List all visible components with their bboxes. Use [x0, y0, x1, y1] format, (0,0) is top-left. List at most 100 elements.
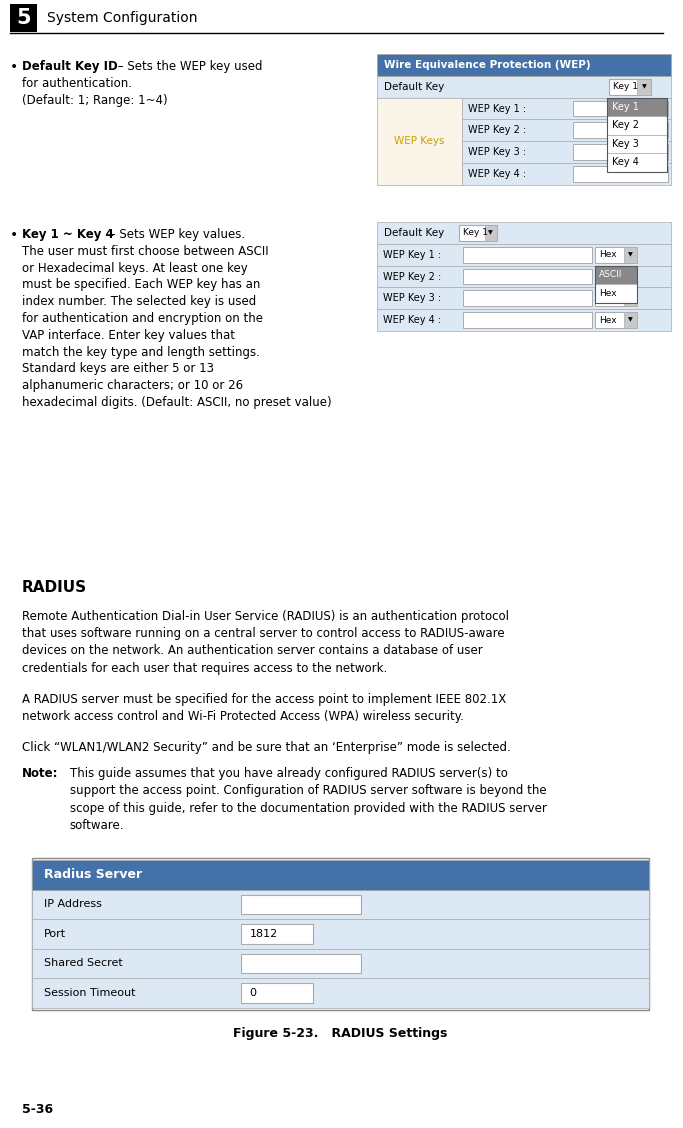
Text: RADIUS: RADIUS	[22, 580, 87, 594]
Bar	[377, 244, 671, 265]
Bar	[574, 123, 668, 139]
Bar	[32, 860, 650, 890]
Bar	[624, 290, 637, 306]
Text: •: •	[10, 228, 18, 243]
Text: hexadecimal digits. (Default: ASCII, no preset value): hexadecimal digits. (Default: ASCII, no …	[22, 396, 331, 409]
Bar	[32, 858, 650, 1010]
Text: Key 2: Key 2	[613, 121, 639, 131]
Bar	[596, 265, 637, 284]
Text: software.: software.	[70, 819, 124, 831]
Text: for authentication.: for authentication.	[22, 77, 132, 90]
Text: IP Address: IP Address	[44, 899, 102, 909]
Bar	[637, 79, 652, 95]
Bar	[32, 949, 650, 978]
Text: or Hexadecimal keys. At least one key: or Hexadecimal keys. At least one key	[22, 262, 248, 274]
Text: for authentication and encryption on the: for authentication and encryption on the	[22, 312, 263, 325]
Text: WEP Keys: WEP Keys	[394, 136, 445, 147]
Text: (Default: 1; Range: 1~4): (Default: 1; Range: 1~4)	[22, 94, 167, 107]
Bar	[596, 312, 637, 328]
Bar	[596, 284, 637, 302]
Text: index number. The selected key is used: index number. The selected key is used	[22, 296, 256, 308]
Text: alphanumeric characters; or 10 or 26: alphanumeric characters; or 10 or 26	[22, 379, 243, 393]
Text: scope of this guide, refer to the documentation provided with the RADIUS server: scope of this guide, refer to the docume…	[70, 802, 546, 814]
Text: network access control and Wi-Fi Protected Access (WPA) wireless security.: network access control and Wi-Fi Protect…	[22, 710, 464, 723]
Text: VAP interface. Enter key values that: VAP interface. Enter key values that	[22, 328, 235, 342]
Text: WEP Key 2 :: WEP Key 2 :	[383, 272, 441, 282]
Text: The user must first choose between ASCII: The user must first choose between ASCII	[22, 245, 268, 258]
Text: Key 3: Key 3	[613, 139, 639, 149]
Text: that uses software running on a central server to control access to RADIUS-aware: that uses software running on a central …	[22, 627, 505, 641]
Text: •: •	[10, 60, 18, 74]
Bar	[596, 247, 637, 263]
Bar	[459, 224, 497, 240]
Text: Figure 5-23.   RADIUS Settings: Figure 5-23. RADIUS Settings	[234, 1028, 448, 1040]
Text: Key 1: Key 1	[613, 102, 639, 112]
Text: Click “WLAN1/WLAN2 Security” and be sure that an ‘Enterprise” mode is selected.: Click “WLAN1/WLAN2 Security” and be sure…	[22, 741, 511, 755]
Text: This guide assumes that you have already configured RADIUS server(s) to: This guide assumes that you have already…	[70, 767, 507, 781]
Bar	[377, 309, 671, 331]
Bar	[241, 924, 313, 943]
Text: Remote Authentication Dial-in User Service (RADIUS) is an authentication protoco: Remote Authentication Dial-in User Servi…	[22, 610, 509, 623]
Text: support the access point. Configuration of RADIUS server software is beyond the: support the access point. Configuration …	[70, 784, 546, 797]
Text: – Sets WEP key values.: – Sets WEP key values.	[106, 228, 245, 241]
Bar	[377, 222, 671, 244]
Text: 0: 0	[249, 988, 256, 998]
Bar	[624, 312, 637, 328]
Text: Hex: Hex	[600, 293, 617, 302]
Text: Hex: Hex	[600, 250, 617, 259]
Bar	[574, 100, 668, 116]
Bar	[377, 288, 671, 309]
Text: Wire Equivalence Protection (WEP): Wire Equivalence Protection (WEP)	[384, 60, 591, 70]
Bar	[32, 978, 650, 1007]
Bar	[377, 54, 671, 76]
Text: Key 1: Key 1	[613, 82, 639, 91]
Text: – Sets the WEP key used: – Sets the WEP key used	[113, 60, 262, 73]
Bar	[609, 79, 652, 95]
Bar	[596, 265, 637, 302]
Text: ▼: ▼	[628, 274, 633, 279]
Text: Key 1: Key 1	[463, 228, 488, 237]
Bar	[377, 98, 462, 185]
Text: match the key type and length settings.: match the key type and length settings.	[22, 345, 260, 359]
Text: Hex: Hex	[600, 272, 617, 281]
Text: ▼: ▼	[488, 230, 493, 236]
Bar	[463, 247, 592, 263]
Text: 5: 5	[16, 8, 31, 27]
Text: 1812: 1812	[249, 928, 277, 938]
Bar	[241, 895, 361, 914]
Text: credentials for each user that requires access to the network.: credentials for each user that requires …	[22, 662, 387, 675]
Text: System Configuration: System Configuration	[47, 10, 197, 25]
Text: Port: Port	[44, 928, 66, 938]
Bar	[462, 98, 671, 120]
Bar	[607, 153, 667, 171]
Text: Shared Secret: Shared Secret	[44, 959, 123, 968]
Text: Standard keys are either 5 or 13: Standard keys are either 5 or 13	[22, 362, 214, 376]
Bar	[607, 134, 667, 153]
Text: 5-36: 5-36	[22, 1103, 53, 1116]
Text: WEP Key 4 :: WEP Key 4 :	[383, 315, 441, 325]
Bar	[377, 76, 671, 98]
Bar	[574, 166, 668, 182]
Bar	[32, 890, 650, 919]
Text: ▼: ▼	[628, 296, 633, 301]
Bar	[596, 268, 637, 284]
Text: ASCII: ASCII	[600, 271, 623, 280]
Bar	[462, 164, 671, 185]
Text: Hex: Hex	[600, 289, 617, 298]
Text: Radius Server: Radius Server	[44, 869, 142, 881]
Text: Note:: Note:	[22, 767, 59, 781]
Text: Default Key: Default Key	[384, 81, 444, 91]
Text: ▼: ▼	[628, 253, 633, 257]
Bar	[574, 144, 668, 160]
Text: Key 1 ~ Key 4: Key 1 ~ Key 4	[22, 228, 113, 241]
Text: WEP Key 4 :: WEP Key 4 :	[468, 169, 526, 179]
Text: Session Timeout: Session Timeout	[44, 988, 135, 998]
Bar	[241, 982, 313, 1003]
Bar	[485, 224, 497, 240]
Bar	[462, 141, 671, 164]
Text: WEP Key 1 :: WEP Key 1 :	[383, 249, 441, 259]
Bar	[607, 116, 667, 134]
Bar	[377, 265, 671, 288]
Text: WEP Key 1 :: WEP Key 1 :	[468, 104, 526, 114]
Text: A RADIUS server must be specified for the access point to implement IEEE 802.1X: A RADIUS server must be specified for th…	[22, 693, 506, 706]
